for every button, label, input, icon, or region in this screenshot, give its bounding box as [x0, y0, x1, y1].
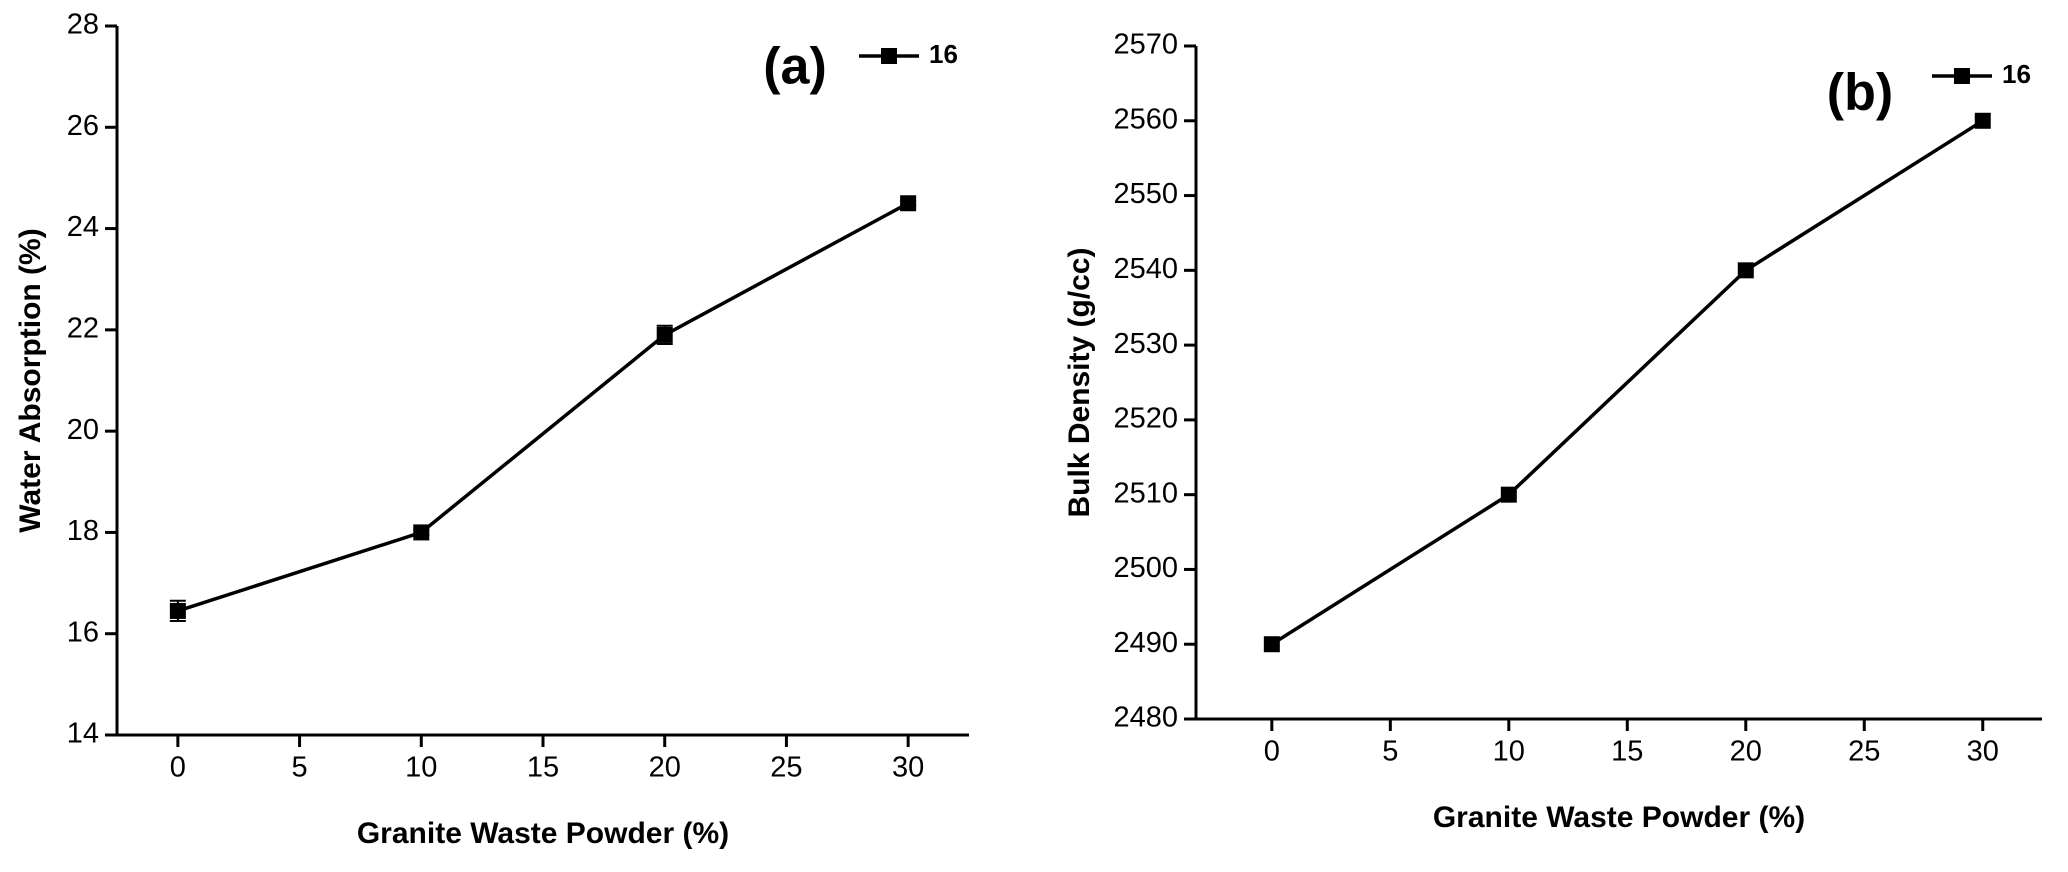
y-tick-label: 2530 [1113, 328, 1178, 360]
panel-label: (a) [763, 38, 827, 96]
x-tick-label: 30 [892, 752, 924, 784]
x-tick-label: 10 [1493, 736, 1525, 768]
y-tick-label: 2570 [1113, 29, 1178, 61]
x-axis-title: Granite Waste Powder (%) [357, 817, 729, 850]
x-tick-label: 20 [1730, 736, 1762, 768]
x-tick-label: 5 [292, 752, 308, 784]
legend-label: 16 [929, 39, 958, 69]
y-tick-label: 2510 [1113, 477, 1178, 509]
marker [656, 326, 673, 343]
y-tick-label: 2480 [1113, 702, 1178, 734]
x-tick-label: 20 [649, 752, 681, 784]
x-tick-label: 0 [1264, 736, 1280, 768]
y-tick-label: 20 [67, 414, 99, 446]
marker [169, 602, 186, 619]
y-tick-label: 18 [67, 515, 99, 547]
series-line [1270, 119, 1984, 646]
legend-marker [881, 48, 897, 64]
marker [900, 195, 917, 212]
y-tick-label: 28 [67, 9, 99, 41]
y-tick-label: 2500 [1113, 552, 1178, 584]
series-line [177, 201, 909, 613]
y-tick-label: 14 [67, 718, 99, 750]
y-tick-label: 16 [67, 616, 99, 648]
y-tick-label: 26 [67, 110, 99, 142]
x-tick-label: 25 [1848, 736, 1880, 768]
y-tick-label: 2540 [1113, 253, 1178, 285]
x-tick-label: 15 [1611, 736, 1643, 768]
y-tick-label: 2560 [1113, 103, 1178, 135]
marker [1974, 112, 1991, 129]
x-tick-label: 10 [405, 752, 437, 784]
x-tick-label: 25 [770, 752, 802, 784]
y-axis-title: Water Absorption (%) [14, 228, 47, 532]
x-tick-label: 30 [1967, 736, 1999, 768]
marker [413, 524, 430, 541]
y-tick-label: 22 [67, 313, 99, 345]
y-tick-label: 2520 [1113, 403, 1178, 435]
y-tick-label: 2550 [1113, 178, 1178, 210]
x-tick-label: 0 [170, 752, 186, 784]
legend-label: 16 [2002, 59, 2031, 89]
x-axis-title: Granite Waste Powder (%) [1433, 801, 1805, 834]
y-tick-label: 2490 [1113, 627, 1178, 659]
x-tick-label: 5 [1382, 736, 1398, 768]
x-tick-label: 15 [527, 752, 559, 784]
marker [1263, 636, 1280, 653]
marker [1500, 486, 1517, 503]
y-tick-label: 24 [67, 211, 99, 243]
legend-marker [1954, 68, 1970, 84]
panel-label: (b) [1827, 64, 1893, 122]
y-axis-title: Bulk Density (g/cc) [1063, 247, 1096, 517]
marker [1737, 262, 1754, 279]
